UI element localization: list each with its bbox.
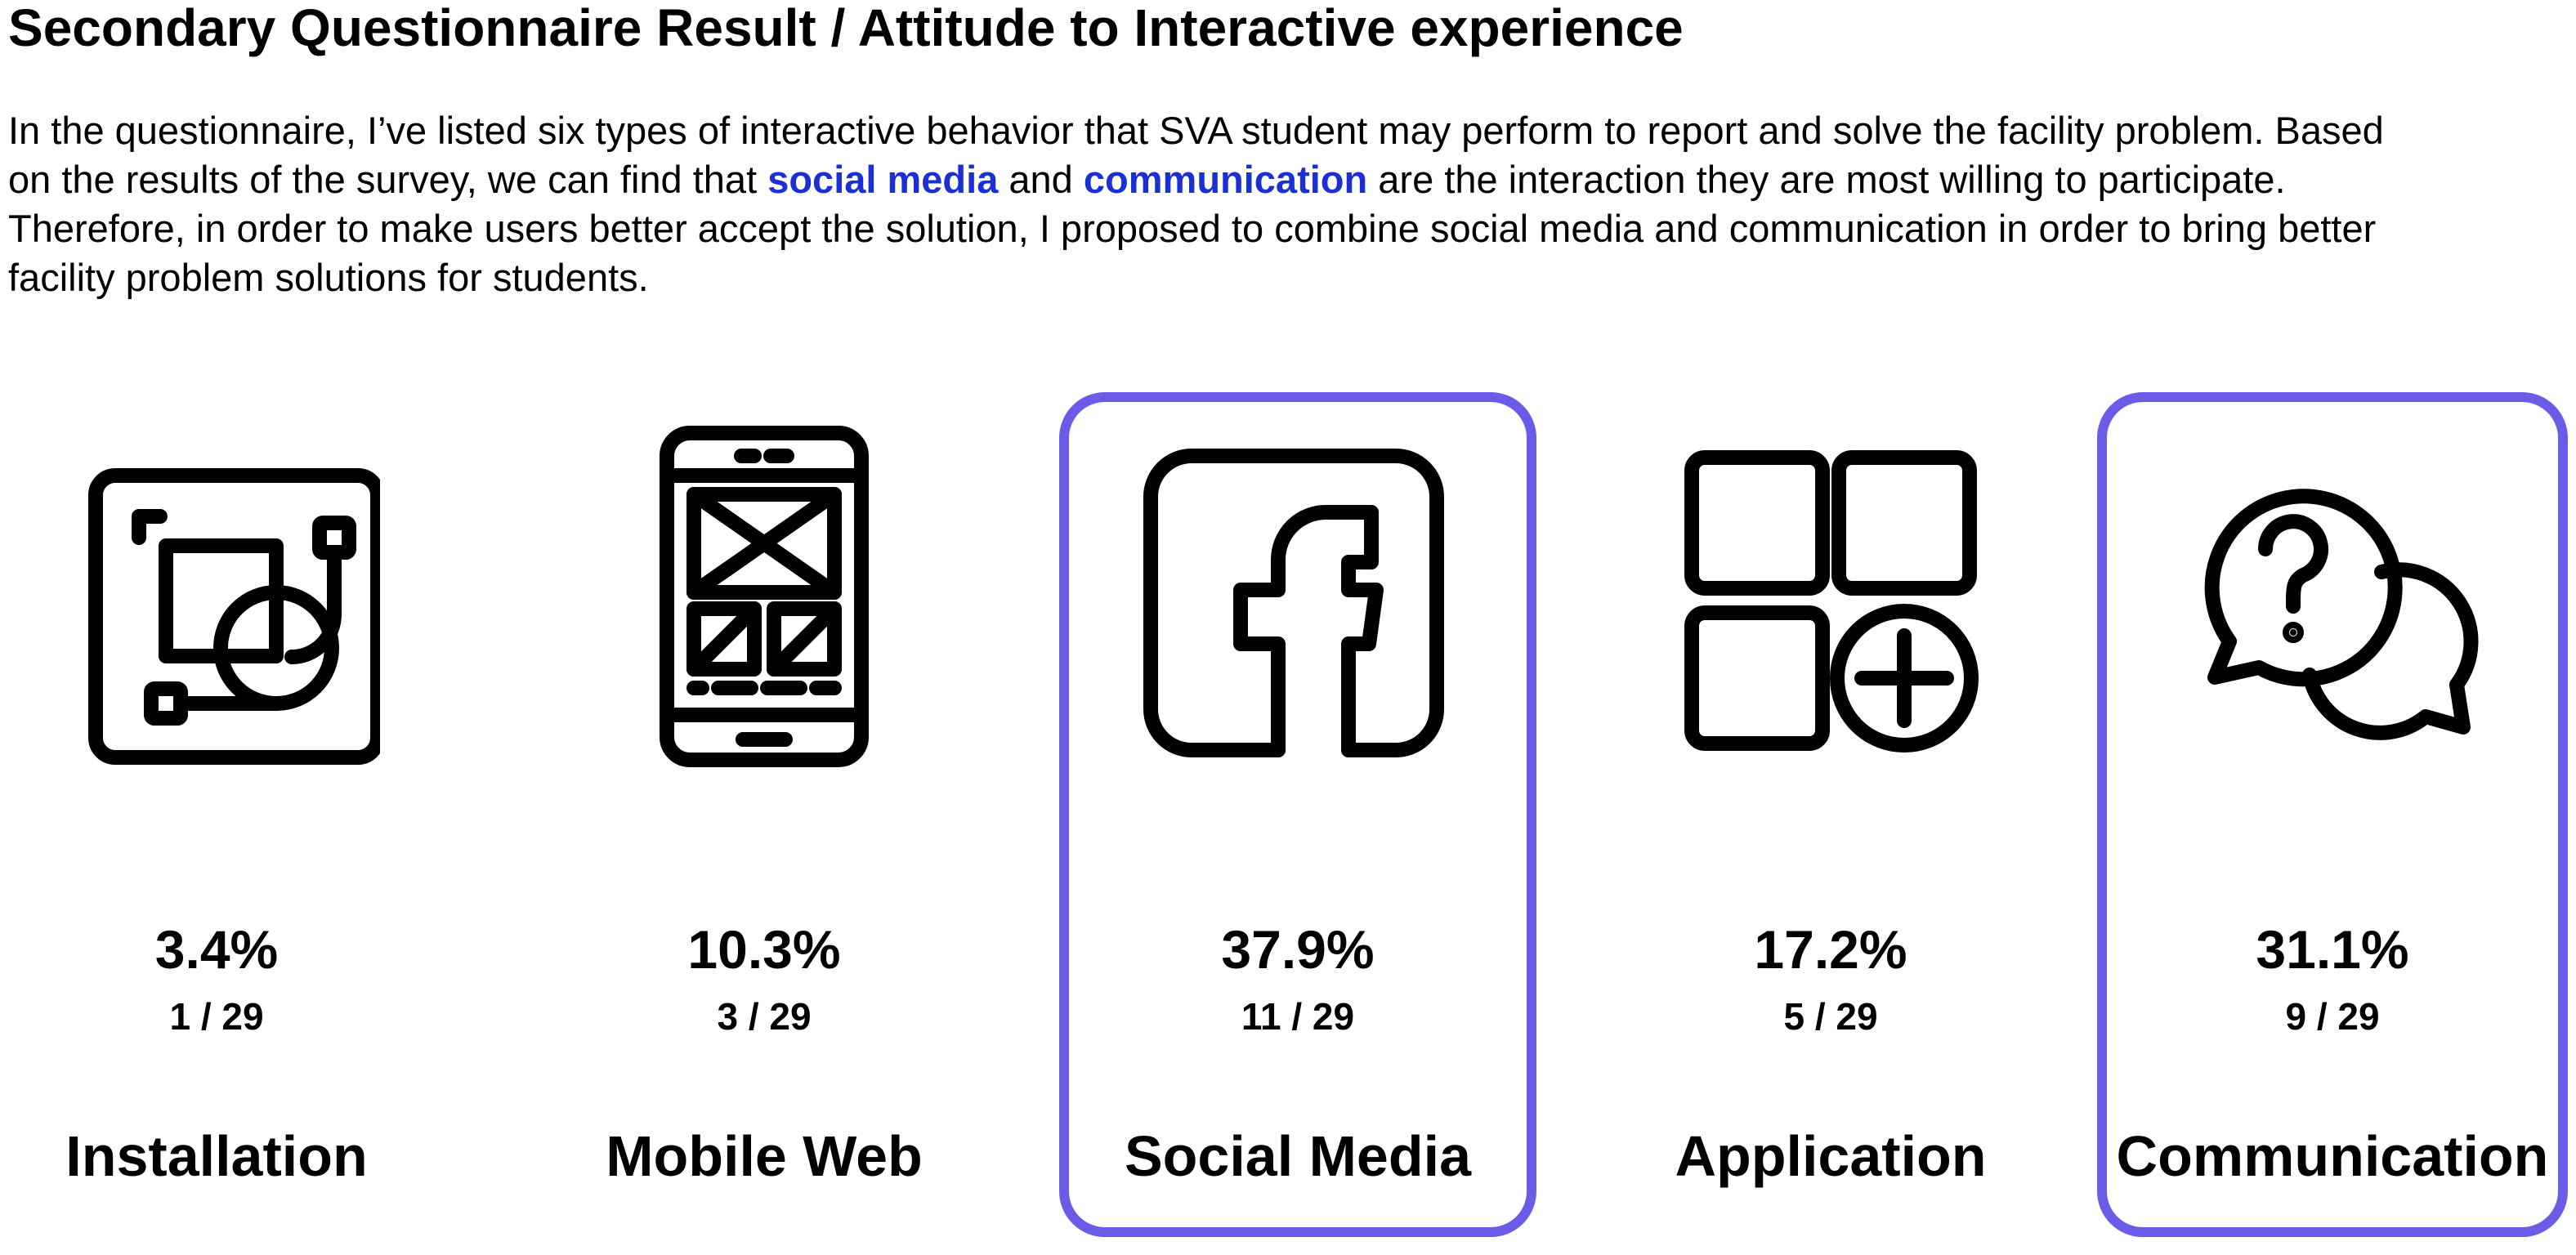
percentage-value: 17.2% (1754, 919, 1907, 980)
option-label: Social Media (1124, 1124, 1472, 1188)
selection-frame (2097, 392, 2568, 1237)
option-card-communication: 31.1% 9 / 29 Communication (2097, 0, 2568, 1255)
option-card-social-media: 37.9% 11 / 29 Social Media (1059, 0, 1536, 1255)
option-card-mobile-web: 10.3% 3 / 29 Mobile Web (564, 0, 964, 1255)
chat-question-icon (2169, 425, 2496, 784)
response-count: 3 / 29 (717, 995, 812, 1038)
app-grid-add-icon (1667, 425, 1994, 784)
percentage-value: 31.1% (2256, 919, 2409, 980)
option-card-installation: 3.4% 1 / 29 Installation (16, 0, 417, 1255)
mobile-web-icon (601, 425, 928, 784)
response-count: 5 / 29 (1783, 995, 1878, 1038)
highlight-social-media: social media (767, 158, 999, 201)
intro-text-part-1: In the questionnaire, I’ve listed six ty… (8, 109, 2384, 201)
intro-text-part-2: and (998, 158, 1084, 201)
response-count: 1 / 29 (169, 995, 264, 1038)
installation-icon (53, 425, 380, 784)
percentage-value: 3.4% (154, 919, 279, 980)
percentage-value: 37.9% (1221, 919, 1375, 980)
option-label: Mobile Web (606, 1124, 923, 1188)
highlight-communication: communication (1083, 158, 1368, 201)
response-count: 9 / 29 (2285, 995, 2380, 1038)
intro-text-part-3: are the interaction they are most willin… (8, 158, 2377, 299)
selection-frame (1059, 392, 1536, 1237)
response-count: 11 / 29 (1241, 995, 1355, 1038)
percentage-value: 10.3% (687, 919, 841, 980)
page-title: Secondary Questionnaire Result / Attitud… (8, 0, 1684, 57)
option-label: Installation (65, 1124, 368, 1188)
option-card-application: 17.2% 5 / 29 Application (1626, 0, 2035, 1255)
facebook-icon (1134, 425, 1461, 784)
option-label: Communication (2116, 1124, 2549, 1188)
option-label: Application (1675, 1124, 1987, 1188)
intro-paragraph: In the questionnaire, I’ve listed six ty… (8, 106, 2427, 302)
